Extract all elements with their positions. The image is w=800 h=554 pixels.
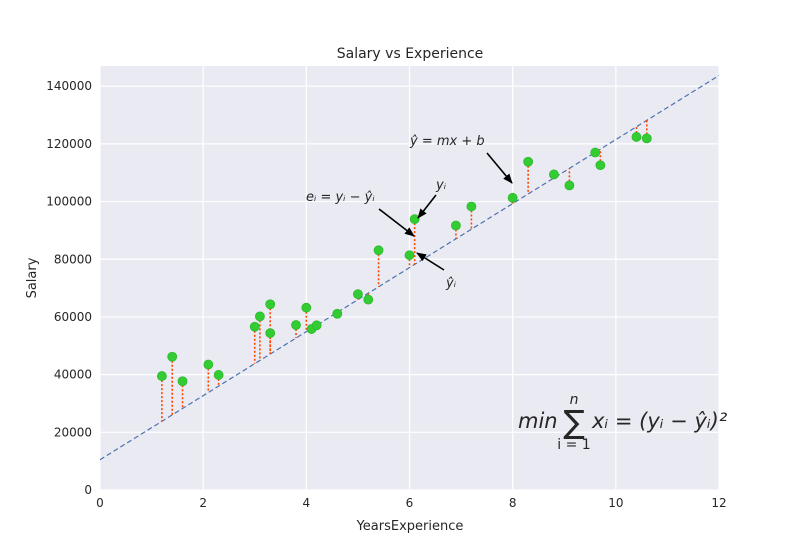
x-tick-label: 8 (509, 496, 517, 510)
y-hat-i-arrow (416, 252, 445, 271)
y-tick-label: 40000 (54, 368, 92, 382)
y-i-arrow (417, 194, 437, 219)
line-equation-annotation: ŷ = mx + b (409, 134, 485, 149)
data-point (255, 311, 265, 322)
formula-upper-limit: n (570, 392, 579, 408)
y-hat-i-annotation: ŷᵢ (445, 276, 457, 291)
x-tick-label: 4 (303, 496, 311, 510)
data-point (409, 214, 420, 225)
x-tick-labels: 0 2 4 6 8 10 12 (96, 496, 726, 510)
formula-body: xᵢ = (yᵢ − ŷᵢ)² (591, 409, 728, 433)
x-tick-label: 6 (406, 496, 414, 510)
data-point (301, 302, 312, 313)
y-tick-labels: 0 20000 40000 60000 80000 100000 120000 140000 (46, 79, 92, 497)
x-tick-label: 12 (711, 496, 726, 510)
loss-formula: min ∑ n i = 1 xᵢ = (yᵢ − ŷᵢ)² (518, 392, 728, 453)
data-point (203, 359, 214, 370)
data-point (291, 320, 301, 330)
data-point (156, 371, 167, 381)
grid (99, 66, 720, 491)
data-point (466, 201, 477, 212)
data-point (332, 308, 343, 319)
x-axis-label: YearsExperience (356, 519, 464, 534)
data-point (363, 294, 374, 305)
line-equation-arrow (486, 152, 513, 184)
data-point (590, 147, 601, 158)
data-point (265, 328, 276, 338)
error-annotation: eᵢ = yᵢ − ŷᵢ (306, 190, 375, 205)
data-point (404, 250, 415, 261)
y-tick-label: 100000 (46, 195, 92, 209)
y-tick-label: 0 (84, 483, 92, 497)
data-point (353, 289, 363, 300)
data-point (311, 320, 322, 331)
x-tick-label: 2 (199, 496, 207, 510)
data-points (156, 132, 652, 387)
data-point (265, 299, 276, 310)
y-tick-label: 80000 (54, 252, 92, 266)
data-point (177, 376, 188, 387)
data-point (451, 220, 461, 231)
data-point (523, 156, 534, 167)
formula-lower-limit: i = 1 (557, 437, 590, 453)
annotations: ŷ = mx + b eᵢ = yᵢ − ŷᵢ yᵢ ŷᵢ min ∑ n i … (306, 134, 728, 453)
data-point (564, 180, 575, 191)
error-arrow (378, 208, 415, 237)
data-point (167, 351, 178, 362)
data-point (373, 245, 384, 256)
data-point (641, 133, 652, 144)
formula-min: min (518, 409, 558, 433)
chart-title: Salary vs Experience (337, 46, 484, 62)
data-point (549, 169, 559, 180)
data-point (631, 132, 642, 142)
formula-sigma: ∑ (563, 403, 585, 441)
data-point (595, 160, 606, 171)
data-point (213, 370, 224, 380)
y-tick-label: 60000 (54, 310, 92, 324)
y-tick-label: 20000 (54, 425, 92, 439)
y-axis-label: Salary (25, 257, 40, 298)
y-tick-label: 140000 (46, 79, 92, 93)
x-tick-label: 10 (608, 496, 623, 510)
y-i-annotation: yᵢ (435, 178, 447, 193)
data-point (249, 321, 260, 332)
x-tick-label: 0 (96, 496, 104, 510)
data-point (507, 192, 518, 203)
y-tick-label: 120000 (46, 137, 92, 151)
